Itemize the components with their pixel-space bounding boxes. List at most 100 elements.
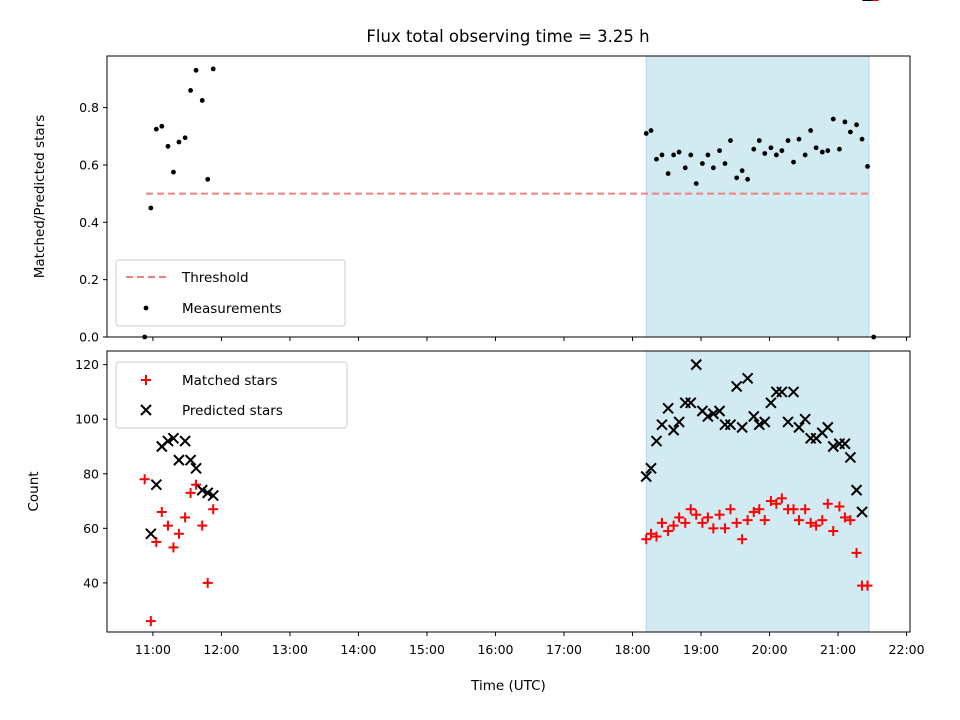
top-legend-box: [115, 259, 346, 327]
x-tick-label: 15:00: [409, 642, 445, 657]
predicted-star-point: [167, 432, 180, 445]
x-tick-label: 11:00: [135, 642, 171, 657]
x-axis-label: Time (UTC): [470, 678, 546, 694]
bottom-y-axis: 40 60 80 100 120: [75, 357, 107, 590]
measurement-point: [762, 151, 768, 156]
measurement-point: [153, 126, 159, 132]
predicted-star-point: [667, 424, 680, 436]
bottom-legend-box: [115, 361, 348, 429]
y-tick-label: 40: [83, 575, 99, 590]
matched-star-point: [800, 504, 811, 515]
matched-star-point: [759, 515, 770, 526]
legend-matched-label: Matched stars: [182, 373, 278, 389]
predicted-star-point: [179, 435, 191, 447]
predicted-star-point: [827, 440, 839, 453]
x-tick-label: 20:00: [752, 642, 788, 657]
measurement-point: [773, 152, 779, 158]
predicted-star-point: [724, 418, 737, 431]
x-tick-label: 12:00: [203, 642, 239, 657]
measurement-point: [176, 139, 182, 145]
matched-star-point: [731, 517, 742, 528]
matched-star-point: [674, 512, 685, 523]
top-legend: Threshold Measurements: [115, 259, 346, 327]
measurement-point: [802, 152, 808, 158]
measurement-point: [865, 163, 870, 169]
measurement-point: [654, 156, 659, 162]
measurement-point: [665, 171, 671, 176]
legend-predicted-swatch: [140, 404, 152, 416]
measurement-point: [643, 131, 649, 136]
x-tick-label: 14:00: [340, 642, 376, 657]
matched-star-point: [197, 520, 208, 531]
predicted-star-point: [856, 506, 868, 518]
predicted-star-point: [822, 421, 834, 434]
x-tick-label: 17:00: [546, 642, 582, 657]
x-tick-label: 16:00: [477, 642, 513, 657]
measurement-point: [148, 205, 154, 211]
measurement-point: [717, 148, 722, 154]
matched-star-point: [754, 504, 765, 515]
predicted-star-point: [690, 358, 702, 371]
measurement-point: [796, 136, 802, 142]
matched-star-point: [680, 517, 691, 528]
measurement-point: [182, 135, 188, 141]
predicted-star-point: [839, 438, 851, 450]
matched-star-point: [788, 504, 799, 515]
matched-star-point: [697, 517, 708, 528]
y-tick-label: 0.2: [79, 272, 99, 287]
measurement-point: [671, 152, 677, 158]
matched-star-point: [725, 504, 736, 515]
predicted-star-point: [640, 470, 652, 483]
bottom-axes-frame: [106, 350, 911, 633]
predicted-star-point: [207, 489, 219, 502]
matched-star-point: [845, 515, 856, 526]
predicted-star-point: [685, 397, 697, 409]
bottom-panel: 40 60 80 100 120 11:00 12:00 13:00 14:00 15:00 16…: [26, 0, 925, 694]
predicted-star-point: [793, 421, 805, 434]
measurement-point: [165, 143, 171, 149]
matched-star-point: [862, 580, 873, 591]
predicted-star-point: [202, 487, 214, 499]
bottom-legend: Matched stars Predicted stars: [115, 361, 348, 429]
predicted-star-point: [656, 418, 668, 431]
measurement-point: [188, 88, 193, 93]
y-tick-label: 80: [83, 466, 99, 481]
matched-star-point: [765, 496, 776, 507]
predicted-star-point: [707, 408, 720, 420]
measurement-point: [193, 67, 199, 73]
matched-star-point: [822, 498, 833, 509]
measurement-point: [791, 159, 796, 165]
matched-star-points: [139, 0, 879, 627]
measurement-point: [756, 138, 762, 143]
measurement-point: [779, 148, 785, 154]
predicted-star-point: [662, 402, 674, 414]
predicted-star-point: [190, 462, 202, 475]
predicted-star-point: [150, 478, 163, 491]
legend-threshold-label: Threshold: [181, 270, 249, 286]
top-y-axis: 0.0 0.2 0.4 0.6 0.8: [79, 100, 107, 345]
predicted-star-point: [673, 416, 685, 428]
measurement-point: [837, 146, 842, 152]
matched-star-point: [714, 509, 725, 520]
matched-star-point: [668, 520, 679, 531]
predicted-star-point: [787, 386, 800, 398]
matched-star-point: [156, 506, 167, 517]
matched-star-point: [663, 526, 674, 537]
measurement-point: [751, 146, 757, 152]
y-tick-label: 0.8: [79, 100, 99, 115]
measurement-point: [688, 152, 694, 158]
measurement-point: [171, 169, 176, 175]
measurement-point: [710, 165, 716, 171]
predicted-star-point: [741, 372, 754, 384]
predicted-star-point: [753, 418, 765, 431]
measurement-point: [210, 66, 216, 72]
matched-star-point: [834, 501, 845, 512]
bottom-x-axis: 11:00 12:00 13:00 14:00 15:00 16:00 17:00 18:00…: [135, 632, 925, 657]
matched-star-point: [720, 523, 731, 534]
measurement-point: [159, 123, 165, 129]
matched-star-point: [151, 536, 162, 547]
measurement-point: [722, 161, 728, 166]
matched-star-point: [851, 547, 862, 558]
measurement-point: [813, 145, 819, 151]
matched-star-point: [656, 517, 667, 528]
